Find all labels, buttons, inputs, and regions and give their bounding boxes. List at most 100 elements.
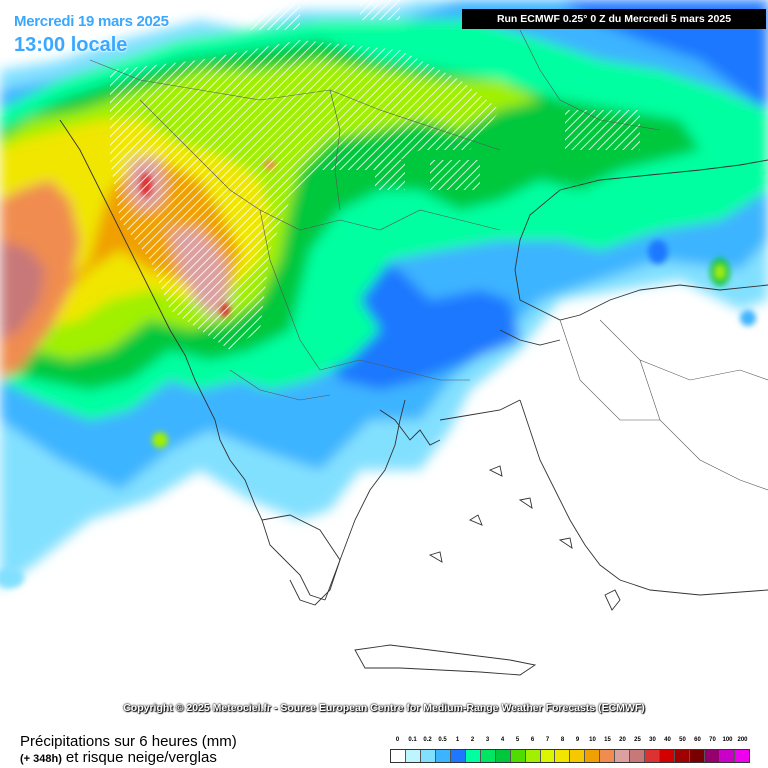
- precip-rose: [0, 240, 45, 340]
- legend-labels: 0 0.1 0.2 0.5 1 2 3 4 5 6 7 8 9 10 15 20 25 30 40 50 60 70 100…: [390, 737, 750, 747]
- legend-label: 9: [575, 737, 580, 743]
- caption-subtitle-text: et risque neige/verglas: [65, 749, 217, 766]
- turkey-west-coast: [519, 399, 768, 596]
- border-5: [229, 369, 331, 401]
- adriatic-coast: [59, 119, 206, 401]
- legend-label: 0: [395, 737, 400, 743]
- peloponnese: [261, 514, 341, 606]
- snow-area-top: [250, 0, 300, 30]
- legend-label: 30: [649, 737, 656, 743]
- legend-swatch: [450, 750, 466, 762]
- core-east-2: [648, 240, 668, 264]
- borders: [89, 29, 768, 491]
- border-11: [559, 319, 660, 421]
- snow-area-east-2: [565, 110, 640, 150]
- island-3: [518, 497, 533, 509]
- legend-swatch: [705, 750, 720, 762]
- island-4: [488, 465, 503, 477]
- core-east-inner: [715, 265, 725, 279]
- forecast-date: Mercredi 19 mars 2025: [14, 13, 169, 30]
- marmara: [499, 329, 561, 346]
- island-5: [558, 537, 573, 549]
- legend-swatch: [585, 750, 601, 762]
- core-southwest: [10, 503, 50, 527]
- crete: [354, 644, 537, 676]
- albania-coast: [204, 399, 231, 461]
- legend-swatch: [555, 750, 571, 762]
- caption-title: Précipitations sur 6 heures (mm): [20, 733, 237, 750]
- greece-west-coast: [229, 459, 326, 601]
- thrace-coast: [439, 399, 521, 421]
- legend-swatch: [495, 750, 511, 762]
- legend-swatch: [570, 750, 586, 762]
- legend-swatch: [675, 750, 691, 762]
- caption-hours: (+ 348h): [20, 753, 62, 765]
- snow-area-east: [430, 160, 480, 190]
- legend-swatch: [660, 750, 676, 762]
- legend-swatch: [465, 750, 481, 762]
- legend-label: 40: [664, 737, 671, 743]
- border-4: [319, 359, 470, 381]
- chalkidiki: [379, 409, 441, 446]
- caption-subtitle: (+ 348h) et risque neige/verglas: [20, 749, 217, 766]
- legend-label: 2: [470, 737, 475, 743]
- border-8: [519, 29, 661, 131]
- legend-label: 200: [737, 737, 748, 743]
- map-canvas: [0, 0, 768, 676]
- border-6: [89, 59, 501, 151]
- legend-label: 6: [530, 737, 535, 743]
- border-1: [139, 99, 261, 211]
- legend-label: 5: [515, 737, 520, 743]
- rhodes: [604, 589, 621, 611]
- legend-label: 0.5: [438, 737, 447, 743]
- legend-swatch: [719, 750, 735, 762]
- snow-area-east-3: [375, 160, 405, 190]
- legend-swatch: [630, 750, 646, 762]
- legend-label: 60: [694, 737, 701, 743]
- core-east-3: [740, 310, 756, 326]
- legend-swatch: [435, 750, 451, 762]
- bosphorus: [519, 284, 768, 321]
- legend-label: 8: [560, 737, 565, 743]
- copyright-text: Copyright © 2025 Meteociel.fr - Source E…: [123, 702, 645, 714]
- legend-label: 4: [500, 737, 505, 743]
- legend-swatch: [405, 750, 421, 762]
- legend-swatch: [510, 750, 526, 762]
- legend-label: 0.1: [408, 737, 417, 743]
- legend-swatch: [480, 750, 496, 762]
- legend-label: 20: [619, 737, 626, 743]
- island-1: [469, 514, 483, 526]
- legend-swatch: [420, 750, 436, 762]
- legend-swatch: [615, 750, 631, 762]
- legend-label: 7: [545, 737, 550, 743]
- forecast-hour: 13:00 locale: [14, 34, 128, 56]
- precip-legend: 0 0.1 0.2 0.5 1 2 3 4 5 6 7 8 9 10 15 20 25 30 40 50 60 70 100…: [390, 737, 750, 765]
- border-7: [329, 89, 341, 211]
- snow-area-top-2: [360, 0, 400, 20]
- legend-label: 0.2: [423, 737, 432, 743]
- core-southwest-2: [0, 568, 24, 588]
- precipitation-map: [0, 0, 768, 676]
- legend-label: 15: [604, 737, 611, 743]
- legend-label: 100: [722, 737, 733, 743]
- border-9: [599, 319, 768, 381]
- legend-swatches: [390, 749, 750, 763]
- border-2: [259, 209, 501, 231]
- greece-east-coast: [324, 399, 406, 601]
- legend-swatch: [540, 750, 556, 762]
- legend-label: 10: [589, 737, 596, 743]
- legend-label: 50: [679, 737, 686, 743]
- legend-label: 25: [634, 737, 641, 743]
- legend-swatch: [525, 750, 541, 762]
- core-south: [152, 432, 168, 448]
- legend-swatch: [391, 750, 406, 762]
- island-2: [428, 551, 443, 563]
- border-10: [639, 359, 768, 491]
- legend-swatch: [645, 750, 661, 762]
- legend-swatch: [734, 750, 749, 762]
- legend-swatch: [690, 750, 706, 762]
- legend-label: 1: [455, 737, 460, 743]
- border-3: [259, 209, 321, 371]
- coastlines: [59, 119, 768, 676]
- black-sea-west: [514, 159, 768, 301]
